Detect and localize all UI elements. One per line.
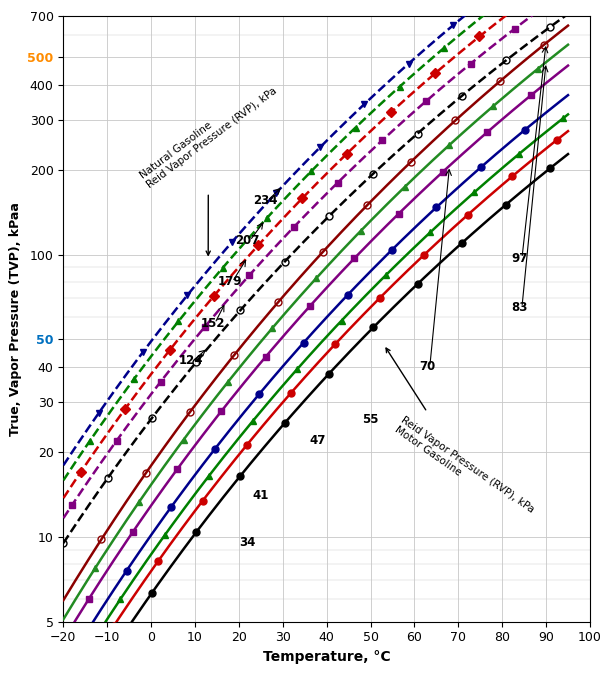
Text: Natural Gasoline
Reid Vapor Pressure (RVP), kPa: Natural Gasoline Reid Vapor Pressure (RV… xyxy=(138,76,279,255)
Text: 47: 47 xyxy=(310,433,326,447)
Text: 70: 70 xyxy=(419,360,436,373)
Y-axis label: True, Vapor Pressure (TVP), kPaa: True, Vapor Pressure (TVP), kPaa xyxy=(9,202,22,436)
Text: 124: 124 xyxy=(178,354,203,367)
Text: 179: 179 xyxy=(218,275,242,288)
Text: Reid Vapor Pressure (RVP), kPa
Motor Gasoline: Reid Vapor Pressure (RVP), kPa Motor Gas… xyxy=(386,348,536,524)
X-axis label: Temperature, °C: Temperature, °C xyxy=(263,650,390,664)
Text: 41: 41 xyxy=(253,489,269,502)
Text: 234: 234 xyxy=(253,194,278,207)
Text: 55: 55 xyxy=(362,413,379,426)
Text: 83: 83 xyxy=(512,301,528,314)
Text: 34: 34 xyxy=(240,537,256,549)
Text: 97: 97 xyxy=(512,252,528,265)
Text: 152: 152 xyxy=(200,317,225,330)
Text: 207: 207 xyxy=(235,234,260,247)
